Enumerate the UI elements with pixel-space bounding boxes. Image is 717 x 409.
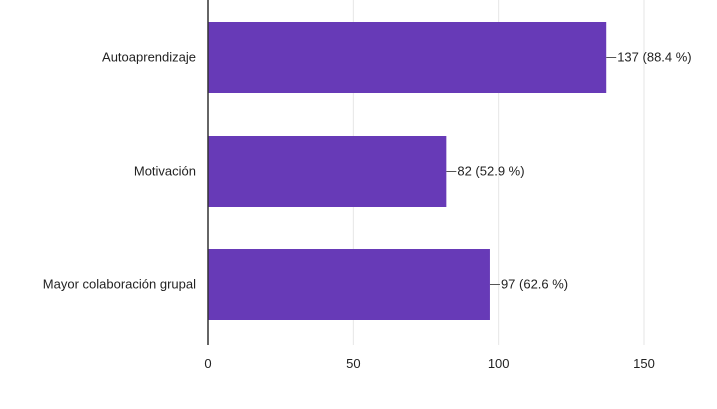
x-tick-label-150: 150	[633, 356, 655, 371]
labels-layer: 0 50 100 150 Autoaprendizaje 137 (88.4 %) Moti…	[43, 50, 692, 372]
data-label-2: 97 (62.6 %)	[501, 277, 568, 292]
x-tick-label-100: 100	[488, 356, 510, 371]
category-label-0: Autoaprendizaje	[102, 50, 196, 65]
data-label-1: 82 (52.9 %)	[457, 164, 524, 179]
bar-0	[208, 22, 607, 93]
category-label-1: Motivación	[134, 164, 196, 179]
category-label-2: Mayor colaboración grupal	[43, 277, 196, 292]
x-tick-label-50: 50	[346, 356, 360, 371]
bars-layer	[208, 22, 607, 320]
data-label-0: 137 (88.4 %)	[617, 50, 691, 65]
bar-2	[208, 249, 490, 320]
bar-1	[208, 136, 447, 207]
x-tick-label-0: 0	[204, 356, 211, 371]
